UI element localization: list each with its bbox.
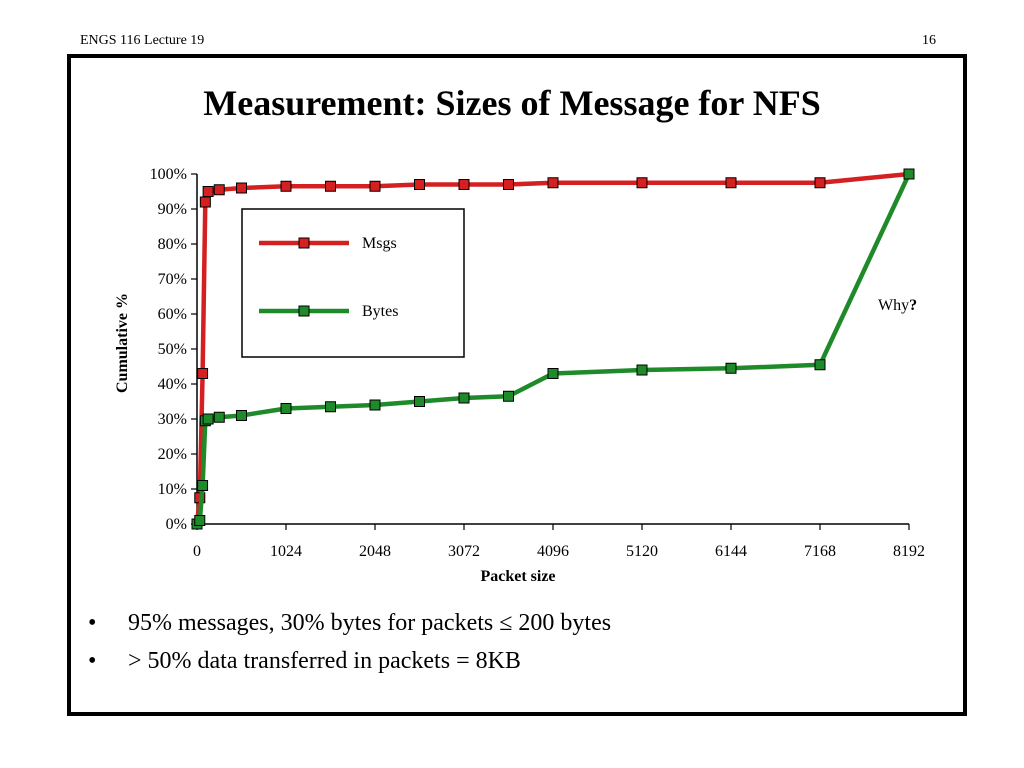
y-tick-label: 80% <box>158 236 187 253</box>
chart-axes: 0% 10% 20% 30% 40% 50% 60% 70% 80% 90% 100% 0 1024 20… <box>150 166 925 560</box>
y-tick-label: 70% <box>158 271 187 288</box>
msgs-data-point <box>325 180 336 192</box>
msgs-data-point <box>503 179 514 190</box>
y-tick-label: 90% <box>158 201 187 218</box>
bytes-series-line <box>195 173 912 526</box>
bullet-dot: • <box>88 648 97 674</box>
msgs-data-point <box>202 186 214 197</box>
slide-title: Measurement: Sizes of Message for NFS <box>203 83 821 123</box>
msgs-data-point <box>369 180 381 192</box>
bytes-data-point <box>636 364 648 376</box>
bytes-data-point <box>369 399 381 411</box>
x-tick-label: 1024 <box>270 543 302 560</box>
x-tick-label: 0 <box>193 543 201 560</box>
msgs-data-point <box>547 177 559 189</box>
x-tick-label: 8192 <box>893 543 925 560</box>
page-number: 16 <box>922 33 936 48</box>
chart-legend: Msgs Bytes <box>241 208 465 358</box>
x-tick-label: 2048 <box>359 543 391 560</box>
x-tick-label: 6144 <box>715 543 747 560</box>
bytes-legend-marker <box>298 305 310 317</box>
bytes-data-point <box>414 396 425 407</box>
msgs-data-point <box>236 182 247 194</box>
y-axis-label: Cumulative % <box>114 293 131 393</box>
bullet-item: • 95% messages, 30% bytes for packets ≤ 2… <box>88 604 611 642</box>
bullet-list: • 95% messages, 30% bytes for packets ≤ 2… <box>88 604 611 680</box>
msgs-data-point <box>725 177 737 189</box>
y-tick-label: 40% <box>158 376 187 393</box>
slide-frame <box>67 54 967 716</box>
bytes-data-point <box>814 359 826 371</box>
msgs-legend-label: Msgs <box>362 235 397 252</box>
bytes-data-point <box>202 413 214 425</box>
msgs-data-point <box>814 177 826 189</box>
y-tick-label: 50% <box>158 341 187 358</box>
x-tick-label: 4096 <box>537 543 569 560</box>
x-tick-label: 3072 <box>448 543 480 560</box>
y-tick-label: 0% <box>166 516 187 533</box>
y-tick-label: 20% <box>158 446 187 463</box>
why-annotation: Why? <box>878 297 917 314</box>
msgs-data-point <box>199 196 211 208</box>
msgs-data-point <box>213 184 225 196</box>
bullet-item: • > 50% data transferred in packets = 8KB <box>88 642 611 680</box>
bytes-data-point <box>458 392 470 404</box>
bytes-data-point <box>197 480 209 491</box>
msgs-data-point <box>280 180 292 192</box>
bytes-data-point <box>194 515 206 526</box>
msgs-data-point <box>414 179 425 190</box>
x-tick-label: 7168 <box>804 543 836 560</box>
bullet-dot: • <box>88 610 97 636</box>
msgs-legend-marker <box>298 237 310 249</box>
bytes-data-point <box>503 390 514 402</box>
y-tick-label: 60% <box>158 306 187 323</box>
why-question-mark: ? <box>909 297 917 314</box>
msgs-series-line <box>194 171 910 525</box>
msgs-data-point <box>636 177 648 189</box>
bytes-data-point <box>725 362 737 374</box>
why-text: Why <box>878 297 909 314</box>
y-tick-label: 100% <box>150 166 187 183</box>
bytes-data-point <box>325 401 336 413</box>
bytes-data-point <box>280 403 292 414</box>
y-tick-label: 10% <box>158 481 187 498</box>
bullet-text: 95% messages, 30% bytes for packets ≤ 20… <box>128 610 612 636</box>
bytes-data-point <box>903 168 915 180</box>
y-tick-label: 30% <box>158 411 187 428</box>
course-header: ENGS 116 Lecture 19 <box>80 33 205 48</box>
x-axis-label: Packet size <box>480 568 555 585</box>
x-tick-label: 5120 <box>626 543 658 560</box>
bullet-text: > 50% data transferred in packets = 8KB <box>128 648 521 674</box>
bytes-data-point <box>213 411 225 423</box>
bytes-data-point <box>547 368 559 379</box>
chart-plot <box>191 168 915 530</box>
legend-box <box>241 208 465 358</box>
msgs-data-point <box>197 368 209 379</box>
bytes-data-point <box>236 410 247 421</box>
bytes-legend-label: Bytes <box>362 303 398 320</box>
msgs-data-point <box>458 179 470 190</box>
